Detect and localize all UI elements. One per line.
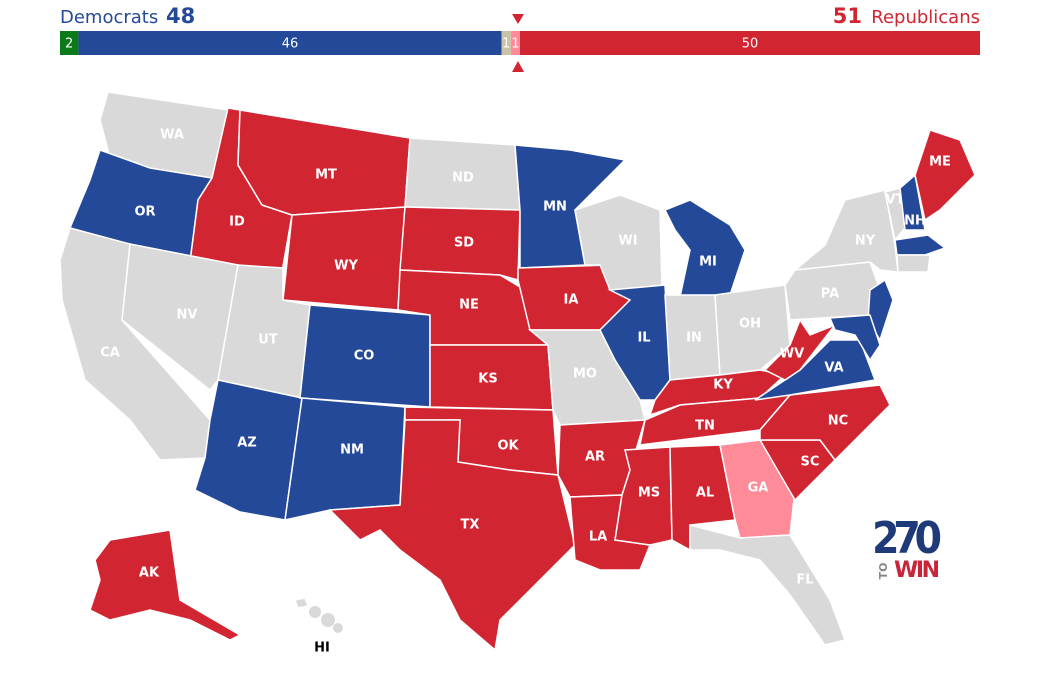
segment-label: 50: [742, 37, 759, 52]
state-label: KS: [478, 372, 497, 387]
state-label: IA: [564, 293, 579, 308]
state[interactable]: [89, 529, 242, 641]
state[interactable]: [763, 318, 838, 381]
state-label: AL: [696, 486, 714, 501]
state[interactable]: [714, 284, 791, 376]
state-label: VT: [886, 193, 905, 208]
state-label: NE: [459, 298, 479, 313]
state[interactable]: [321, 613, 335, 627]
state-label: AK: [139, 566, 160, 581]
state-label: IN: [686, 331, 702, 346]
state-label: TN: [695, 419, 715, 434]
midpoint-marker: [512, 14, 524, 24]
state-label: OK: [497, 439, 519, 454]
state-label: MS: [638, 486, 660, 501]
dem-total: 48: [166, 4, 195, 28]
state-label: SC: [801, 455, 820, 470]
state-label: PA: [821, 287, 839, 302]
state-label: OR: [134, 205, 155, 220]
state[interactable]: [899, 173, 926, 231]
state[interactable]: [828, 314, 881, 362]
state-label: NV: [177, 308, 198, 323]
state[interactable]: [663, 199, 746, 298]
dem-label: Democrats: [60, 7, 158, 28]
state-label: NY: [855, 234, 876, 249]
state-label: UT: [258, 333, 278, 348]
state-label: FL: [796, 573, 813, 588]
rep-total: 51: [833, 4, 862, 28]
state[interactable]: [333, 623, 343, 633]
state-label: WI: [618, 234, 637, 249]
logo: 270 TO WIN: [872, 513, 942, 583]
state-label: AR: [585, 450, 605, 465]
state-label: HI: [314, 641, 330, 656]
state[interactable]: [328, 419, 576, 652]
state[interactable]: [284, 397, 406, 521]
state-label: MT: [315, 168, 337, 183]
logo-win: WIN: [894, 558, 940, 583]
state-label: CA: [100, 346, 120, 361]
segment-label: 1: [511, 37, 519, 52]
state-label: MO: [573, 367, 597, 382]
bar-segment: [60, 31, 79, 55]
bar-segment: [520, 31, 980, 55]
state-label: MN: [543, 200, 567, 215]
logo-to: TO: [877, 563, 890, 580]
bar-segment: [510, 31, 520, 55]
state[interactable]: [399, 206, 521, 281]
seat-bar: 2 46 1 1 50: [60, 31, 980, 55]
state-label: AZ: [237, 436, 257, 451]
us-map: WA OR CA ID NV MT WY UT AZ CO NM ND SD NE KS OK TX MN IA MO…: [59, 91, 976, 656]
state-label: ND: [452, 171, 474, 186]
state-label: IL: [637, 331, 650, 346]
state-label: SD: [454, 236, 474, 251]
state-label: NC: [828, 414, 848, 429]
logo-number: 270: [872, 513, 942, 564]
state-label: WY: [334, 259, 358, 274]
midpoint-marker: [512, 61, 524, 72]
segment-label: 2: [65, 37, 73, 52]
state[interactable]: [896, 254, 931, 273]
state-label: GA: [748, 481, 769, 496]
state-label: NM: [340, 443, 364, 458]
state-label: NH: [904, 214, 926, 229]
state[interactable]: [792, 189, 899, 273]
segment-label: 1: [502, 37, 510, 52]
state[interactable]: [689, 524, 846, 646]
state-label: KY: [713, 378, 733, 393]
state[interactable]: [237, 109, 411, 216]
bar-segment: [78, 31, 502, 55]
state-label: LA: [589, 530, 607, 545]
state-label: OH: [739, 317, 761, 332]
state-label: CO: [354, 349, 375, 364]
state-label: WV: [780, 347, 804, 362]
state-label: VA: [824, 361, 843, 376]
state-label: TX: [461, 518, 480, 533]
state-label: ME: [929, 155, 951, 170]
state-label: ID: [229, 215, 245, 230]
state[interactable]: [309, 606, 321, 618]
state[interactable]: [759, 384, 891, 462]
state-label: WA: [160, 128, 184, 143]
state[interactable]: [121, 243, 239, 392]
state[interactable]: [914, 129, 976, 222]
state[interactable]: [894, 234, 947, 256]
segment-label: 46: [282, 37, 299, 52]
state[interactable]: [293, 597, 310, 609]
rep-label: Republicans: [871, 7, 980, 28]
bar-segment: [501, 31, 511, 55]
state-label: MI: [699, 255, 717, 270]
